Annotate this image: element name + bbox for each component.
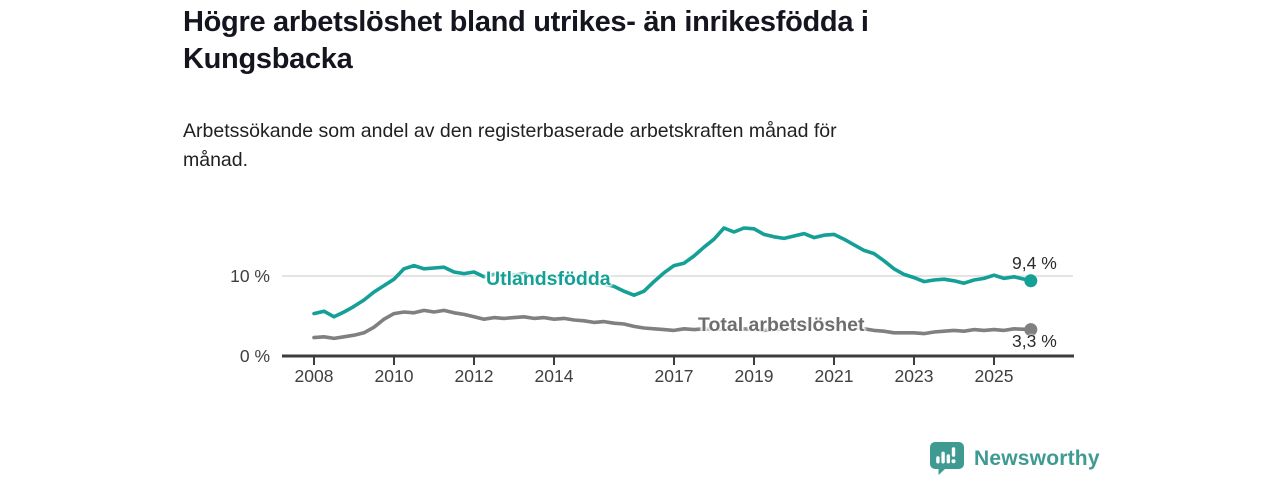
y-axis-tick-label-0: 0 % xyxy=(240,346,270,366)
end-value-label-total: 3,3 % xyxy=(1012,331,1057,351)
title-line-2: Kungsbacka xyxy=(183,43,353,75)
newsworthy-attribution[interactable]: Newsworthy xyxy=(930,442,1100,475)
series-line-utlandsfodda xyxy=(312,226,1033,319)
series-label-total-arbetsloshet: Total arbetslöshet xyxy=(698,314,865,336)
x-axis-tick-label-2019: 2019 xyxy=(735,366,774,386)
x-axis-tick-label-2010: 2010 xyxy=(375,366,414,386)
x-axis-tick-label-2017: 2017 xyxy=(655,366,694,386)
title-line-1: Högre arbetslöshet bland utrikes- än inr… xyxy=(183,6,869,38)
brand-name: Newsworthy xyxy=(974,446,1100,470)
y-axis-tick-label-10: 10 % xyxy=(230,266,270,286)
subtitle-line-2: månad. xyxy=(183,149,249,171)
x-axis-tick-label-2014: 2014 xyxy=(535,366,574,386)
newsworthy-chart-bubble-icon xyxy=(930,442,964,475)
end-value-label-utlandsfodda: 9,4 % xyxy=(1012,253,1057,273)
x-axis-tick-label-2012: 2012 xyxy=(455,366,494,386)
chart-subtitle: Arbetssökande som andel av den registerb… xyxy=(183,117,1083,175)
series-label-utlandsfodda: Utlandsfödda xyxy=(486,268,611,290)
x-axis-tick-label-2021: 2021 xyxy=(815,366,854,386)
series-end-dot-total-arbetsloshet xyxy=(1024,323,1038,337)
chart-canvas: 2008 2010 2012 2014 2017 2019 2021 2023 2025 0 % 1… xyxy=(230,226,1074,386)
series-line-total-arbetsloshet xyxy=(312,308,1033,341)
subtitle-line-1: Arbetssökande som andel av den registerb… xyxy=(183,120,837,142)
x-axis-tick-label-2025: 2025 xyxy=(975,366,1014,386)
page-title: Högre arbetslöshet bland utrikes- än inr… xyxy=(183,4,1083,78)
x-axis-tick-label-2008: 2008 xyxy=(295,366,334,386)
series-end-dot-utlandsfodda xyxy=(1024,274,1038,288)
x-axis-tick-label-2023: 2023 xyxy=(895,366,934,386)
